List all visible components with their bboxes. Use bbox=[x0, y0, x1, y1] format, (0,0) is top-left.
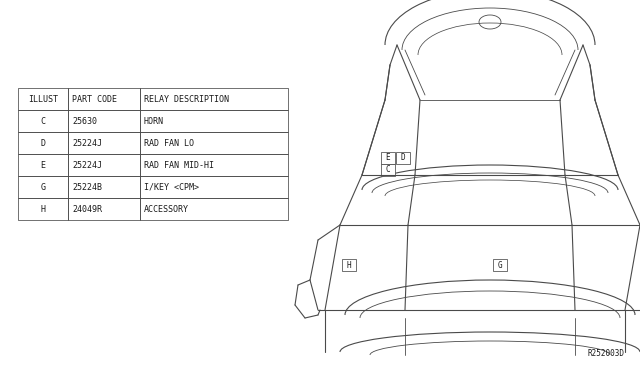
Bar bbox=[18, 198, 68, 220]
Bar bbox=[140, 88, 288, 110]
Text: 25224J: 25224J bbox=[72, 160, 102, 170]
Text: D: D bbox=[40, 138, 45, 148]
Bar bbox=[342, 259, 356, 271]
Bar bbox=[140, 176, 288, 198]
Text: R252003D: R252003D bbox=[588, 349, 625, 358]
Text: ACCESSORY: ACCESSORY bbox=[144, 205, 189, 214]
Text: ILLUST: ILLUST bbox=[28, 94, 58, 103]
Text: RAD FAN LO: RAD FAN LO bbox=[144, 138, 194, 148]
Text: 25630: 25630 bbox=[72, 116, 97, 125]
Bar bbox=[140, 132, 288, 154]
Text: 25224B: 25224B bbox=[72, 183, 102, 192]
Bar bbox=[381, 152, 395, 164]
Text: 25224J: 25224J bbox=[72, 138, 102, 148]
Text: RELAY DESCRIPTION: RELAY DESCRIPTION bbox=[144, 94, 229, 103]
Bar bbox=[68, 198, 140, 220]
Bar bbox=[18, 110, 68, 132]
Text: HORN: HORN bbox=[144, 116, 164, 125]
Text: G: G bbox=[498, 260, 502, 269]
Text: H: H bbox=[347, 260, 351, 269]
Bar bbox=[68, 176, 140, 198]
Text: 24049R: 24049R bbox=[72, 205, 102, 214]
Bar bbox=[396, 152, 410, 164]
Text: G: G bbox=[40, 183, 45, 192]
Text: E: E bbox=[386, 154, 390, 163]
Text: E: E bbox=[40, 160, 45, 170]
Text: H: H bbox=[40, 205, 45, 214]
Bar bbox=[68, 110, 140, 132]
Bar bbox=[68, 154, 140, 176]
Text: I/KEY <CPM>: I/KEY <CPM> bbox=[144, 183, 199, 192]
Bar bbox=[140, 198, 288, 220]
Text: RAD FAN MID-HI: RAD FAN MID-HI bbox=[144, 160, 214, 170]
Text: D: D bbox=[401, 154, 405, 163]
Bar bbox=[493, 259, 507, 271]
Bar bbox=[140, 110, 288, 132]
Bar bbox=[18, 132, 68, 154]
Bar bbox=[18, 154, 68, 176]
Bar bbox=[18, 176, 68, 198]
Text: PART CODE: PART CODE bbox=[72, 94, 117, 103]
Bar bbox=[381, 164, 395, 176]
Text: C: C bbox=[40, 116, 45, 125]
Bar bbox=[140, 154, 288, 176]
Text: C: C bbox=[386, 166, 390, 174]
Bar bbox=[18, 88, 68, 110]
Bar bbox=[68, 132, 140, 154]
Bar bbox=[68, 88, 140, 110]
